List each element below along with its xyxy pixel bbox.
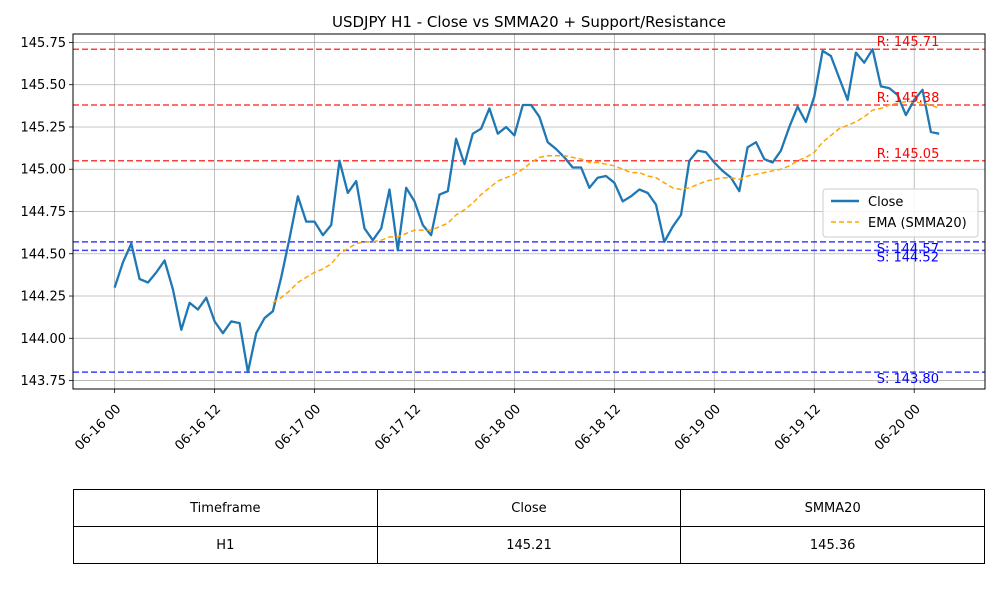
legend: Close EMA (SMMA20) bbox=[822, 188, 979, 238]
series bbox=[113, 48, 940, 374]
legend-smma-label: EMA (SMMA20) bbox=[868, 216, 967, 231]
table-cell-smma20: 145.36 bbox=[680, 526, 985, 564]
table-cell-close: 145.21 bbox=[376, 526, 682, 564]
table-cell-timeframe: H1 bbox=[73, 526, 378, 564]
smma20-series-line bbox=[272, 100, 940, 304]
resistance-level-label: R: 145.71 bbox=[877, 35, 940, 50]
x-tick-label: 06-17 00 bbox=[272, 402, 324, 454]
table-header-smma20: SMMA20 bbox=[680, 489, 985, 527]
grid bbox=[73, 34, 985, 389]
x-tick-label: 06-19 00 bbox=[672, 402, 724, 454]
y-tick-label: 144.50 bbox=[21, 247, 67, 262]
table-header-timeframe: Timeframe bbox=[73, 489, 378, 527]
support-level-label: S: 144.57 bbox=[877, 242, 939, 257]
y-tick-label: 145.50 bbox=[21, 78, 67, 93]
resistance-level-label: R: 145.05 bbox=[877, 147, 940, 162]
x-tick-label: 06-17 12 bbox=[372, 402, 424, 454]
table-header-close: Close bbox=[376, 489, 682, 527]
support-level-label: S: 144.52 bbox=[877, 250, 939, 265]
support-level-label: S: 143.80 bbox=[877, 372, 939, 387]
level-labels: R: 145.71R: 145.38R: 145.05S: 144.57S: 1… bbox=[877, 35, 940, 387]
legend-box bbox=[822, 188, 979, 238]
x-tick-label: 06-20 00 bbox=[872, 402, 924, 454]
resistance-level-label: R: 145.38 bbox=[877, 91, 940, 106]
x-tick-label: 06-19 12 bbox=[772, 402, 824, 454]
y-tick-label: 145.00 bbox=[21, 163, 67, 178]
close-series-line bbox=[113, 48, 940, 374]
y-tick-label: 145.25 bbox=[21, 120, 67, 135]
x-tick-label: 06-16 12 bbox=[172, 402, 224, 454]
y-tick-label: 144.00 bbox=[21, 332, 67, 347]
y-tick-label: 144.25 bbox=[21, 290, 67, 305]
y-tick-label: 144.75 bbox=[21, 205, 67, 220]
x-tick-label: 06-18 00 bbox=[472, 402, 524, 454]
y-tick-label: 145.75 bbox=[21, 36, 67, 51]
summary-table: Timeframe Close SMMA20 H1 145.21 145.36 bbox=[73, 489, 985, 564]
chart-title: USDJPY H1 - Close vs SMMA20 + Support/Re… bbox=[332, 13, 726, 31]
x-tick-label: 06-16 00 bbox=[72, 402, 124, 454]
legend-close-label: Close bbox=[868, 195, 903, 210]
x-tick-label: 06-18 12 bbox=[572, 402, 624, 454]
table-row: H1 145.21 145.36 bbox=[73, 526, 985, 564]
table-header-row: Timeframe Close SMMA20 bbox=[73, 489, 985, 527]
y-tick-label: 143.75 bbox=[21, 374, 67, 389]
